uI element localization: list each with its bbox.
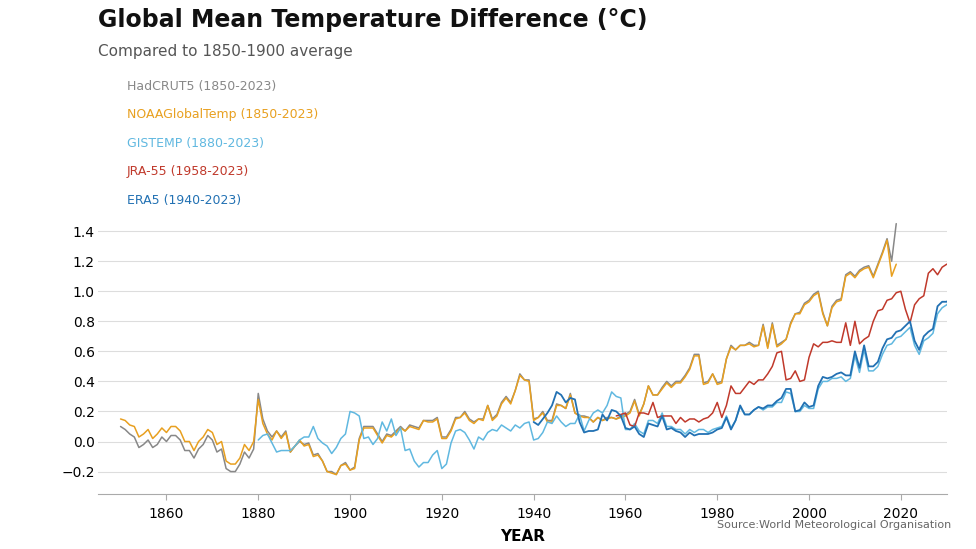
Text: ERA5 (1940-2023): ERA5 (1940-2023) [127,194,241,207]
Text: Source:World Meteorological Organisation: Source:World Meteorological Organisation [717,520,952,530]
Text: Compared to 1850-1900 average: Compared to 1850-1900 average [98,44,352,59]
Text: NOAAGlobalTemp (1850-2023): NOAAGlobalTemp (1850-2023) [127,108,318,121]
Text: JRA-55 (1958-2023): JRA-55 (1958-2023) [127,165,249,178]
X-axis label: YEAR: YEAR [500,529,545,544]
Text: GISTEMP (1880-2023): GISTEMP (1880-2023) [127,137,264,150]
Text: Global Mean Temperature Difference (°C): Global Mean Temperature Difference (°C) [98,8,647,32]
Text: HadCRUT5 (1850-2023): HadCRUT5 (1850-2023) [127,80,276,93]
